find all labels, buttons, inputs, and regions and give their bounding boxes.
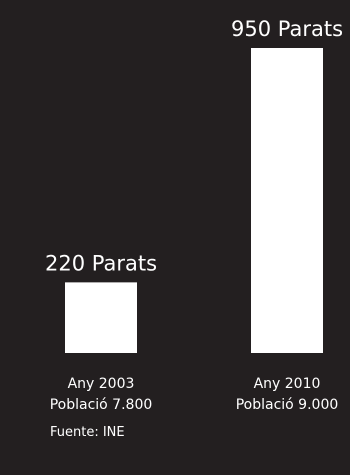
category-label-0: Any 2003 — [68, 376, 135, 392]
category-label-1: Any 2010 — [254, 376, 321, 392]
value-label-1: 950 Parats — [231, 17, 343, 41]
bar-1 — [251, 48, 323, 353]
source-note: Fuente: INE — [50, 425, 125, 440]
bar-0 — [65, 282, 137, 353]
category-sublabel-0: Població 7.800 — [50, 397, 153, 413]
category-sublabel-1: Població 9.000 — [236, 397, 339, 413]
value-label-0: 220 Parats — [45, 251, 157, 275]
